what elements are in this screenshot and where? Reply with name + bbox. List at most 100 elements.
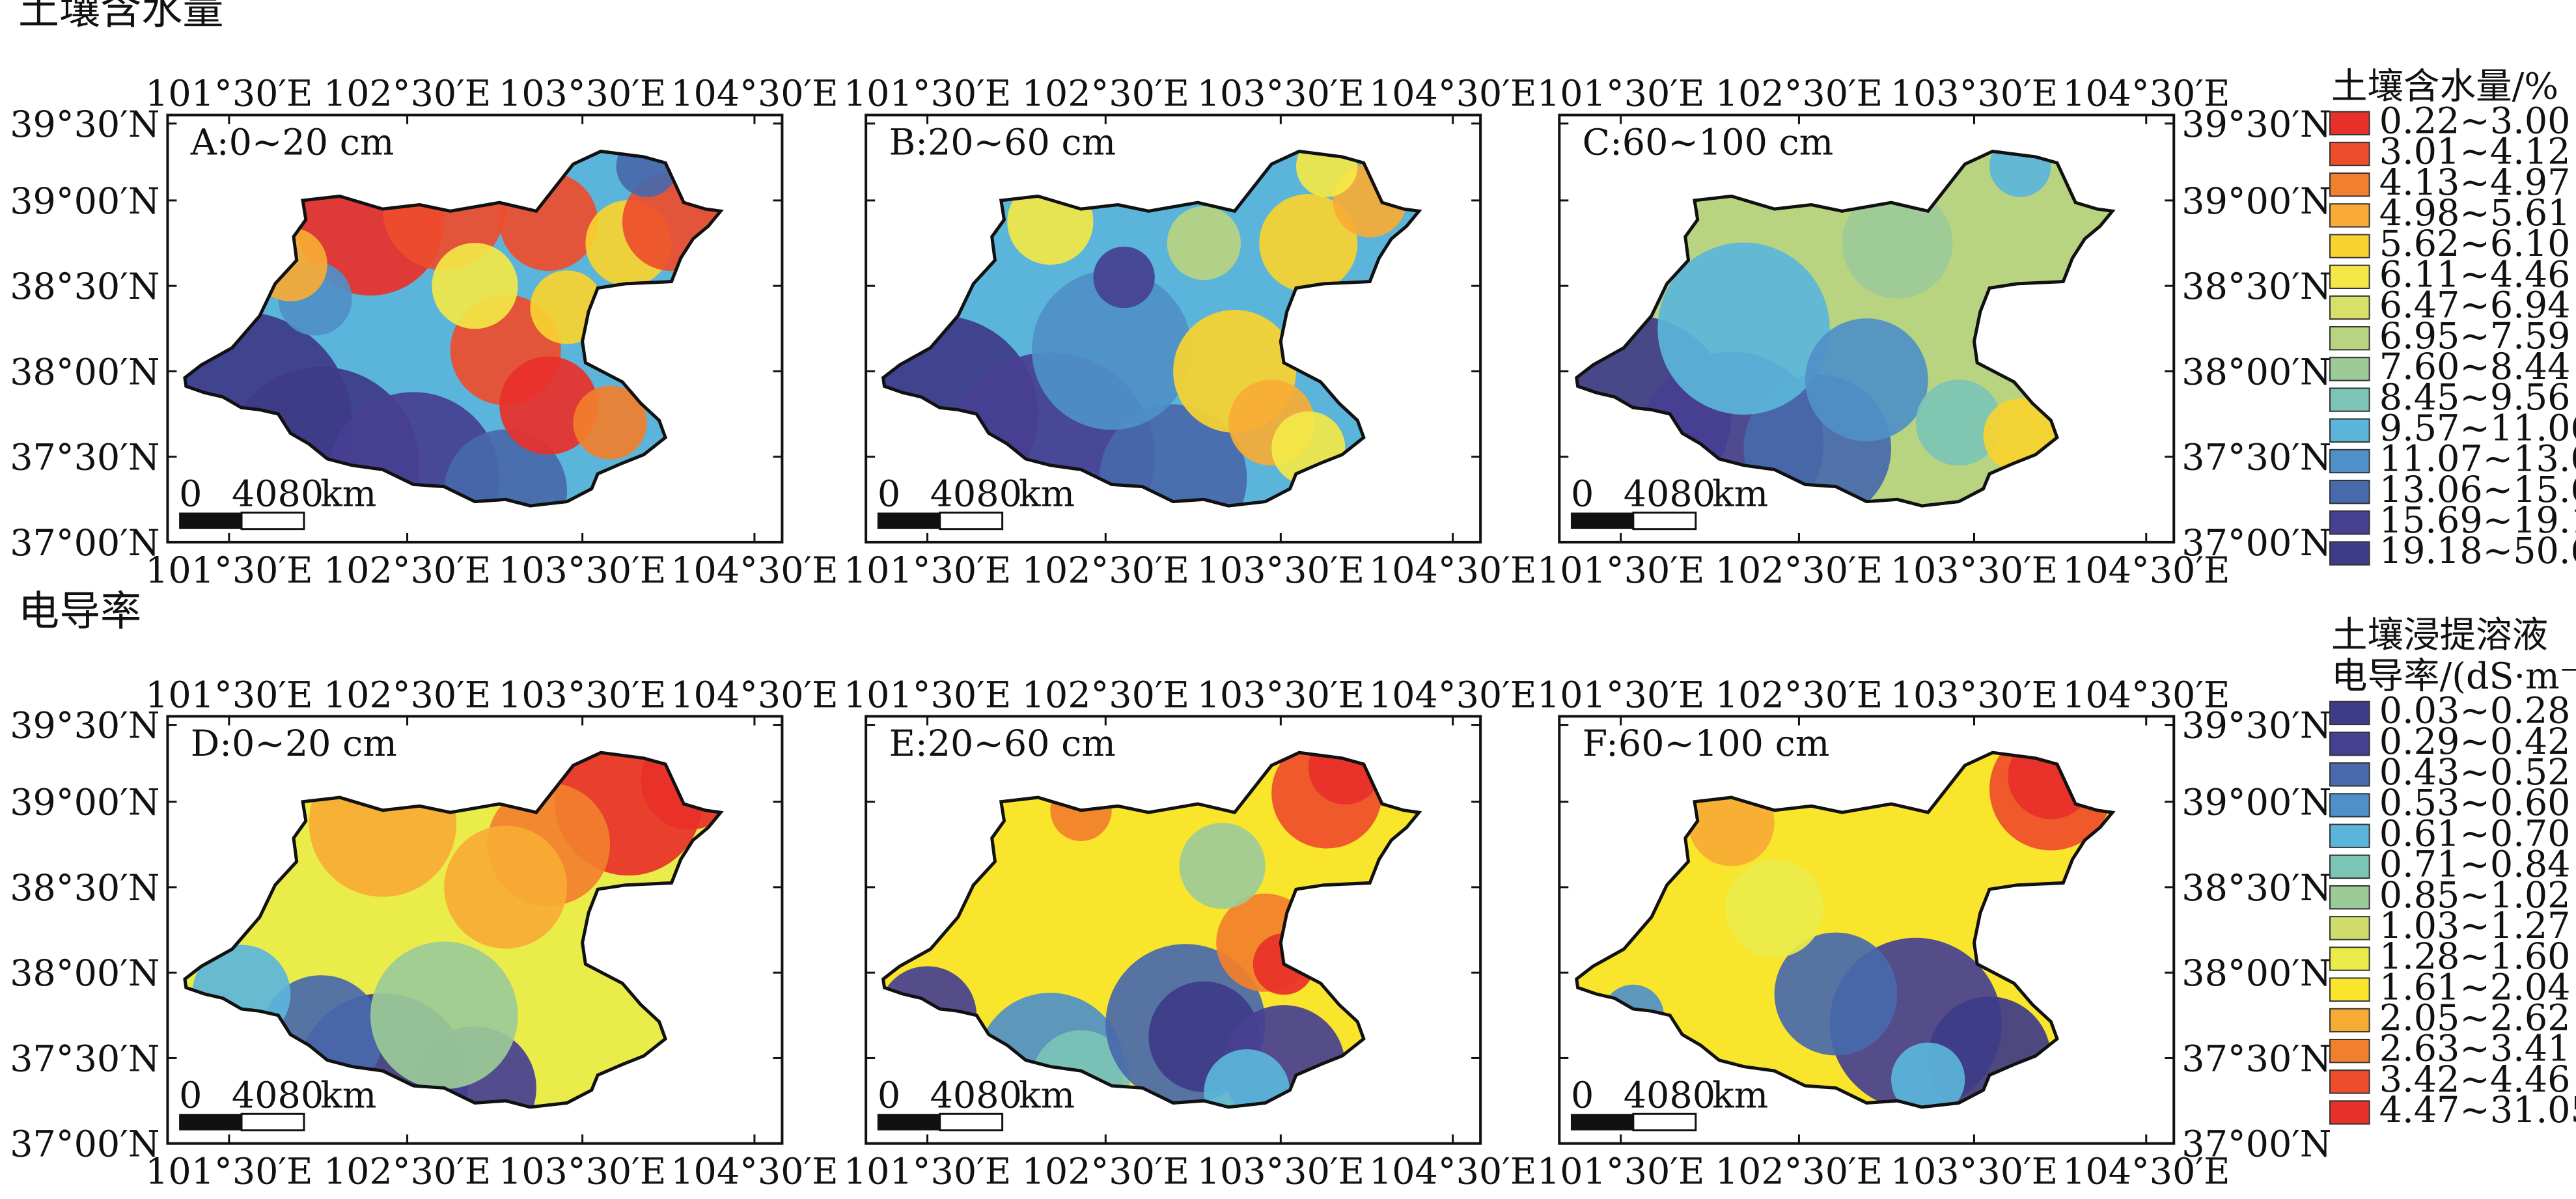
lon-tick-label: 103°30′E <box>1890 674 2058 716</box>
lat-tick-label: 38°00′N <box>2181 952 2331 995</box>
legend-label: 1.03~1.27 <box>2379 905 2571 947</box>
lon-tick-label: 103°30′E <box>499 73 667 115</box>
lat-tick-label: 39°30′N <box>10 705 159 747</box>
lat-tick-label: 39°00′N <box>10 782 159 824</box>
lon-tick-label: 101°30′E <box>844 674 1012 716</box>
map-panel: D:0~20 cm 101°30′E 101°30′E 102°30′E 102°30′… <box>10 674 838 1192</box>
scale-bar-label: 80 <box>1669 1074 1715 1116</box>
lat-tick-label: 39°00′N <box>2181 180 2331 223</box>
lat-tick-label: 39°00′N <box>10 180 159 223</box>
legend-swatch <box>2329 1038 2370 1064</box>
lon-tick-label: 104°30′E <box>1369 549 1537 592</box>
map-panel: A:0~20 cm 101°30′E 101°30′E 102°30′E 102°30′… <box>10 73 838 592</box>
lon-tick-label: 101°30′E <box>145 1151 313 1193</box>
lon-tick-label: 104°30′E <box>2062 549 2230 592</box>
legend-swatch <box>2329 480 2370 504</box>
region-boundary <box>881 751 1422 1109</box>
lon-tick-label: 103°30′E <box>1197 674 1365 716</box>
legend-swatch <box>2329 448 2370 474</box>
scale-bar-label: km <box>1712 473 1768 515</box>
legend-swatch <box>2329 793 2370 818</box>
lon-tick-label: 101°30′E <box>844 1151 1012 1193</box>
lon-tick-label: 101°30′E <box>844 549 1012 592</box>
legend-swatch <box>2329 977 2370 1002</box>
panel-frame <box>865 113 1482 544</box>
lat-tick-label: 38°00′N <box>2181 351 2331 393</box>
scale-bar <box>877 512 940 529</box>
legend-title: 土壤含水量/% <box>2331 65 2558 107</box>
legend-label: 15.69~19.17 <box>2379 499 2576 542</box>
legend-label: 2.05~2.62 <box>2379 997 2571 1040</box>
lon-tick-label: 102°30′E <box>1715 674 1883 716</box>
lat-tick-label: 38°30′N <box>2181 266 2331 308</box>
lon-tick-label: 101°30′E <box>844 73 1012 115</box>
legend-title: 土壤浸提溶液 <box>2331 614 2548 656</box>
lon-tick-label: 102°30′E <box>1715 73 1883 115</box>
lon-tick-label: 104°30′E <box>1369 674 1537 716</box>
lat-tick-label: 37°30′N <box>2181 437 2331 479</box>
lon-tick-label: 103°30′E <box>1890 549 2058 592</box>
scale-bar-label: 0 <box>1571 473 1594 515</box>
scale-bar-label: 0 <box>1571 1074 1594 1116</box>
lon-tick-label: 104°30′E <box>2062 73 2230 115</box>
panel-label: D:0~20 cm <box>191 723 397 765</box>
lat-tick-label: 39°30′N <box>2181 103 2331 146</box>
legend-label: 8.45~9.56 <box>2379 376 2571 419</box>
legend-swatch <box>2329 172 2370 197</box>
legend-swatch <box>2329 541 2370 566</box>
legend-swatch <box>2329 854 2370 879</box>
lon-tick-label: 102°30′E <box>324 549 492 592</box>
legend-label: 13.06~15.68 <box>2379 469 2576 511</box>
lon-tick-label: 104°30′E <box>1369 73 1537 115</box>
scale-bar-label: 0 <box>878 473 900 515</box>
legend-label: 0.03~0.28 <box>2379 690 2571 732</box>
lon-tick-label: 104°30′E <box>2062 1151 2230 1193</box>
legend-swatch <box>2329 946 2370 971</box>
lat-tick-label: 39°30′N <box>10 103 159 146</box>
legend-label: 9.57~11.06 <box>2379 407 2576 449</box>
region-boundary <box>1575 751 2116 1109</box>
legend: 土壤含水量/%0.22~3.003.01~4.124.13~4.974.98~5… <box>2329 65 2576 572</box>
row-title: 土壤含水量 <box>18 0 223 34</box>
region-boundary <box>1575 149 2116 508</box>
scale-bar-label: km <box>320 473 376 515</box>
lat-tick-label: 37°00′N <box>10 1123 159 1166</box>
legend-swatch <box>2329 1008 2370 1033</box>
legend-swatch <box>2329 916 2370 941</box>
region-boundary <box>183 149 724 508</box>
lon-tick-label: 102°30′E <box>1715 1151 1883 1193</box>
row-title: 电导率 <box>18 586 141 635</box>
scale-bar <box>939 511 1004 531</box>
scale-bar-label: 80 <box>976 1074 1022 1116</box>
panel-label: B:20~60 cm <box>889 121 1116 163</box>
scale-bar-label: km <box>320 1074 376 1116</box>
scale-bar-label: 80 <box>278 1074 324 1116</box>
legend-swatch <box>2329 141 2370 167</box>
lon-tick-label: 101°30′E <box>145 674 313 716</box>
scale-bar-label: km <box>1019 473 1075 515</box>
legend-swatch <box>2329 418 2370 443</box>
lon-tick-label: 102°30′E <box>1022 1151 1190 1193</box>
panel-label: C:60~100 cm <box>1583 121 1834 163</box>
scale-bar-label: km <box>1019 1074 1075 1116</box>
legend-label: 0.29~0.42 <box>2379 721 2571 763</box>
lon-tick-label: 101°30′E <box>1537 674 1705 716</box>
scale-bar-label: km <box>1712 1074 1768 1116</box>
scale-bar <box>240 511 305 531</box>
legend-swatch <box>2329 823 2370 848</box>
lon-tick-label: 103°30′E <box>1197 1151 1365 1193</box>
lon-tick-label: 102°30′E <box>1715 549 1883 592</box>
legend-label: 0.43~0.52 <box>2379 751 2571 793</box>
legend-swatch <box>2329 264 2370 289</box>
legend-label: 7.60~8.44 <box>2379 346 2571 388</box>
scale-bar <box>240 1112 305 1132</box>
lat-tick-label: 38°30′N <box>2181 867 2331 909</box>
scale-bar-label: 80 <box>976 473 1022 515</box>
lon-tick-label: 101°30′E <box>1537 549 1705 592</box>
scale-bar-label: 80 <box>1669 473 1715 515</box>
legend-label: 0.71~0.84 <box>2379 844 2571 886</box>
legend-label: 0.53~0.60 <box>2379 782 2571 824</box>
scale-bar-label: 40 <box>232 1074 278 1116</box>
panel-frame <box>1558 715 2176 1145</box>
legend-swatch <box>2329 295 2370 320</box>
